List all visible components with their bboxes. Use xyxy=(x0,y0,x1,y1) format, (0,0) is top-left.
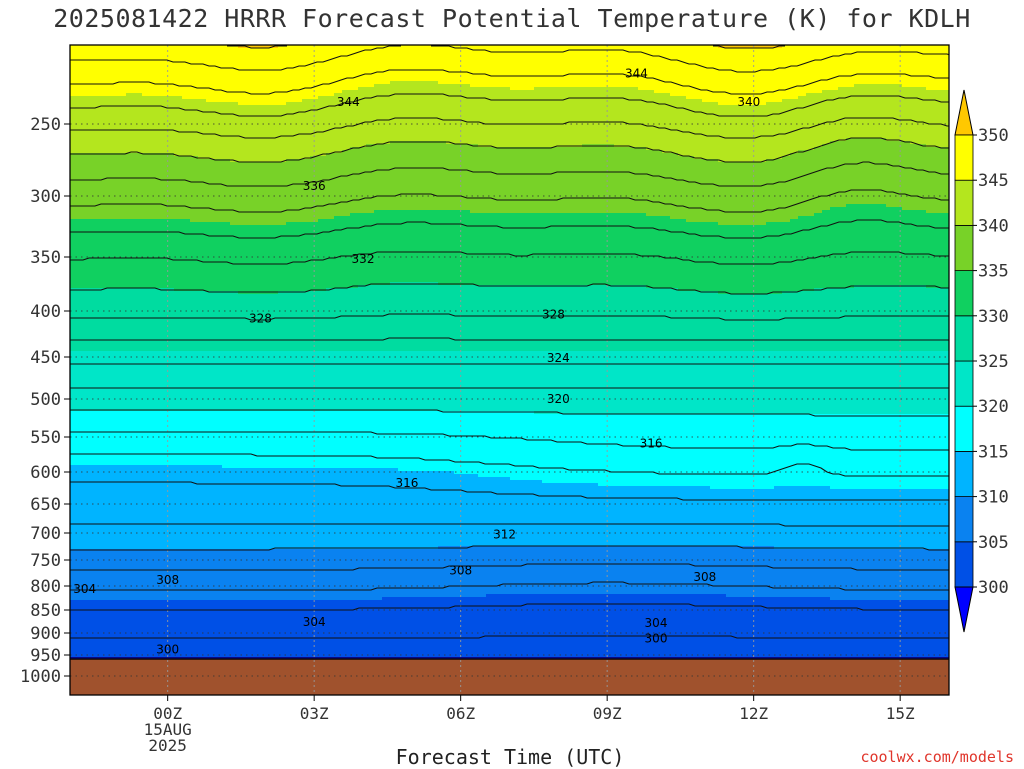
contour-label: 304 xyxy=(645,616,668,630)
colorbar-tick-label: 345 xyxy=(978,171,1009,191)
colorbar-extend-min xyxy=(954,586,974,633)
plot-frame xyxy=(69,44,950,696)
colorbar-tick-label: 340 xyxy=(978,216,1009,236)
contour-lines xyxy=(70,45,949,659)
y-tick-label: 650 xyxy=(30,495,61,515)
contour-label: 300 xyxy=(645,632,668,646)
contour-label: 312 xyxy=(493,528,516,542)
colorbar-tick-label: 330 xyxy=(978,307,1009,327)
contour-label: 316 xyxy=(640,436,663,450)
colorbar-tick-label: 300 xyxy=(978,578,1009,598)
x-tick-label: 12Z xyxy=(739,704,768,723)
contour-label: 340 xyxy=(737,95,760,109)
ground-fill xyxy=(69,658,950,696)
contour-label: 328 xyxy=(542,308,565,322)
contour-label: 332 xyxy=(352,252,375,266)
contour-label: 328 xyxy=(249,311,272,325)
colorbar-band xyxy=(954,496,974,543)
ground-region xyxy=(69,658,950,696)
y-tick-label: 250 xyxy=(30,115,61,135)
y-tick-label: 400 xyxy=(30,302,61,322)
temperature-fill-bands xyxy=(70,45,949,695)
y-tick-label: 500 xyxy=(30,390,61,410)
y-tick-label: 950 xyxy=(30,646,61,666)
y-tick-label: 300 xyxy=(30,187,61,207)
y-tick-label: 1000 xyxy=(20,667,61,687)
contour-label: 304 xyxy=(73,582,96,596)
colorbar-tick-label: 320 xyxy=(978,397,1009,417)
contour-label: 316 xyxy=(395,476,418,490)
colorbar-band xyxy=(954,224,974,271)
y-tick-label: 350 xyxy=(30,248,61,268)
x-tick-label: 06Z xyxy=(446,704,475,723)
credit-link[interactable]: coolwx.com/models xyxy=(860,748,1014,766)
colorbar-band xyxy=(954,541,974,588)
colorbar-band xyxy=(954,315,974,362)
x-tick-label: 00Z xyxy=(153,704,182,723)
contour-labels: 344 344 340 336 332 328 328 324 320 316 316 312 308 3… xyxy=(73,66,760,656)
colorbar-band xyxy=(954,270,974,317)
y-tick-label: 750 xyxy=(30,551,61,571)
contour-label: 300 xyxy=(156,642,179,656)
x-axis-label: Forecast Time (UTC) xyxy=(395,745,625,769)
x-tick-label: 15Z xyxy=(886,704,915,723)
colorbar-band xyxy=(954,360,974,407)
colorbar-band xyxy=(954,134,974,181)
contour-label: 344 xyxy=(337,95,360,109)
x-date-label: 2025 xyxy=(148,736,187,755)
contour-label: 308 xyxy=(449,563,472,577)
contour-label: 308 xyxy=(693,570,716,584)
y-tick-label: 700 xyxy=(30,524,61,544)
colorbar-tick-label: 315 xyxy=(978,442,1009,462)
y-tick-label: 800 xyxy=(30,577,61,597)
y-tick-label: 450 xyxy=(30,348,61,368)
colorbar-tick-label: 310 xyxy=(978,488,1009,508)
colorbar-tick-label: 350 xyxy=(978,126,1009,146)
x-date-label: 15AUG xyxy=(144,720,192,739)
contour-label: 308 xyxy=(156,573,179,587)
colorbar-band xyxy=(954,405,974,452)
contour-label: 344 xyxy=(625,66,648,80)
y-tick-label: 550 xyxy=(30,428,61,448)
y-tick-label: 850 xyxy=(30,601,61,621)
chart-title: 2025081422 HRRR Forecast Potential Tempe… xyxy=(53,4,971,33)
colorbar-tick-label: 335 xyxy=(978,262,1009,282)
y-tick-label: 900 xyxy=(30,624,61,644)
gridlines xyxy=(70,45,949,695)
colorbar-band xyxy=(954,450,974,497)
colorbar-tick-label: 325 xyxy=(978,352,1009,372)
x-tick-label: 03Z xyxy=(300,704,329,723)
y-tick-label: 600 xyxy=(30,463,61,483)
colorbar-tick-label: 305 xyxy=(978,533,1009,553)
y-axis-ticks: 250 300 350 400 450 500 550 600 650 700 750 800 850 9… xyxy=(20,115,70,687)
x-tick-label: 09Z xyxy=(593,704,622,723)
contour-label: 304 xyxy=(303,615,326,629)
colorbar-extend-max xyxy=(954,89,974,136)
contour-label: 336 xyxy=(303,179,326,193)
contour-label: 324 xyxy=(547,351,570,365)
colorbar: 300 305 310 315 320 325 330 335 340 345 350 xyxy=(954,89,1009,633)
contour-label: 320 xyxy=(547,392,570,406)
colorbar-band xyxy=(954,179,974,226)
